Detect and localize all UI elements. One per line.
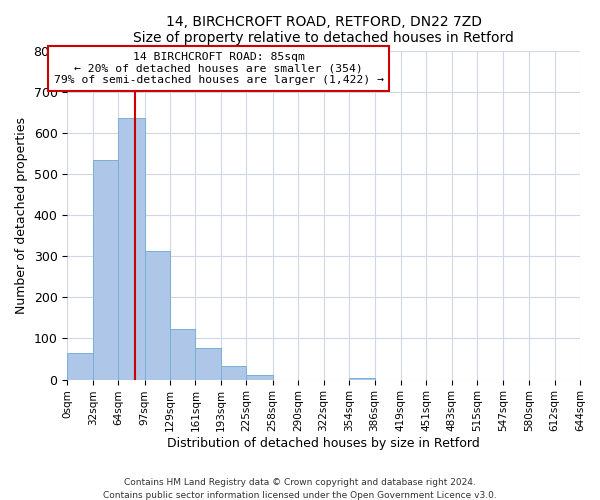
Y-axis label: Number of detached properties: Number of detached properties xyxy=(15,116,28,314)
Bar xyxy=(349,378,374,380)
Bar xyxy=(67,353,93,380)
Bar xyxy=(145,252,170,380)
Text: 14 BIRCHCROFT ROAD: 85sqm
← 20% of detached houses are smaller (354)
79% of semi: 14 BIRCHCROFT ROAD: 85sqm ← 20% of detac… xyxy=(53,52,383,86)
X-axis label: Distribution of detached houses by size in Retford: Distribution of detached houses by size … xyxy=(167,437,480,450)
Bar xyxy=(247,374,272,380)
Text: Contains HM Land Registry data © Crown copyright and database right 2024.
Contai: Contains HM Land Registry data © Crown c… xyxy=(103,478,497,500)
Bar xyxy=(118,118,145,380)
Title: 14, BIRCHCROFT ROAD, RETFORD, DN22 7ZD
Size of property relative to detached hou: 14, BIRCHCROFT ROAD, RETFORD, DN22 7ZD S… xyxy=(133,15,514,45)
Bar xyxy=(221,366,247,380)
Bar xyxy=(93,160,118,380)
Bar xyxy=(196,348,221,380)
Bar xyxy=(170,330,196,380)
